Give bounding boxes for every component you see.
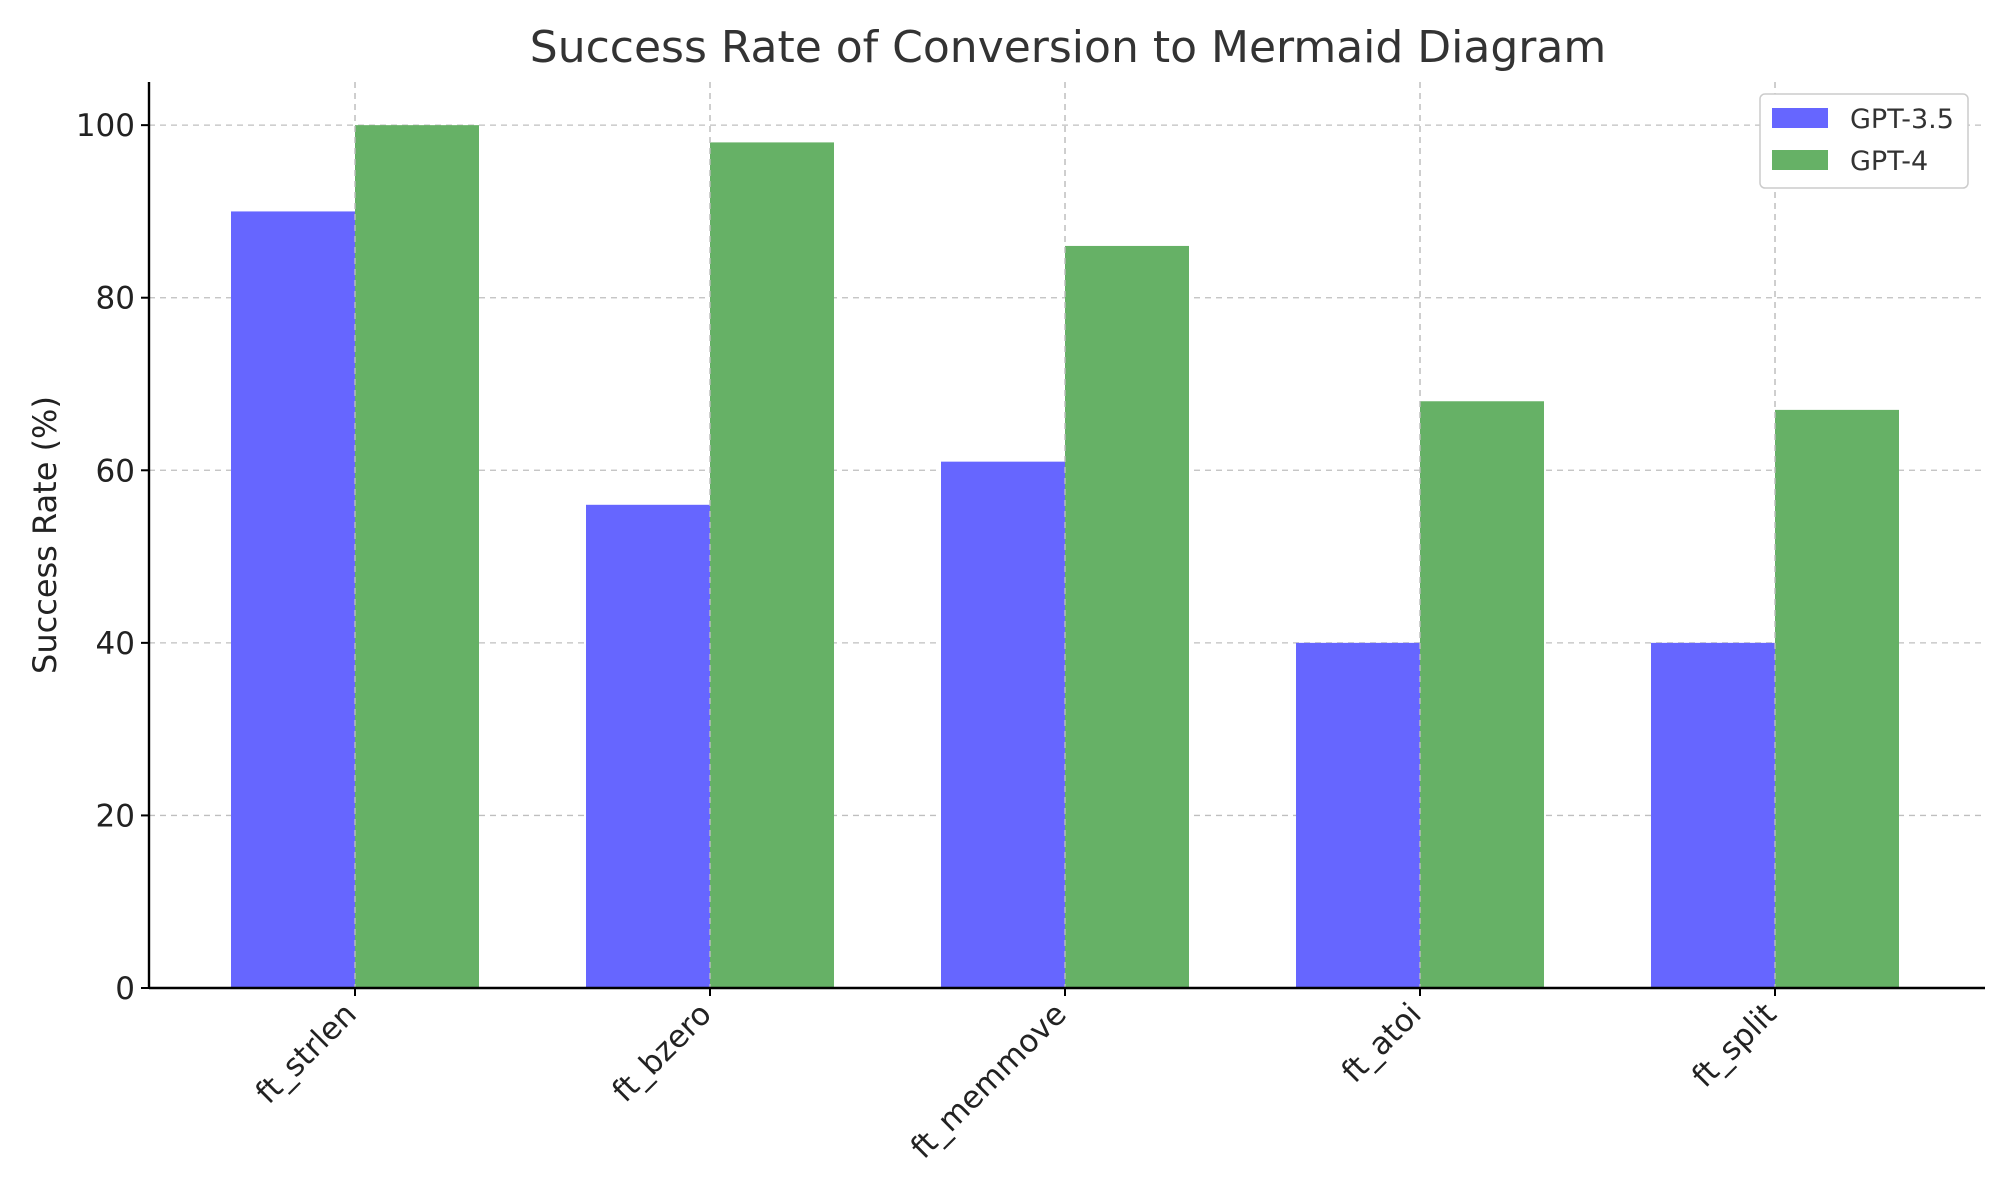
bar-gpt-3-5-ft-atoi xyxy=(1296,642,1420,988)
chart-title: Success Rate of Conversion to Mermaid Di… xyxy=(530,22,1606,73)
legend: GPT-3.5 GPT-4 xyxy=(1759,93,1969,189)
bar-gpt-3-5-ft-memmove xyxy=(941,461,1065,989)
bar-gpt-3-5-ft-strlen xyxy=(231,211,355,988)
bar-gpt-4-ft-bzero xyxy=(710,142,834,988)
bars xyxy=(231,82,1899,989)
legend-swatch-gpt-3-5 xyxy=(1772,108,1828,128)
y-tick-label: 80 xyxy=(96,281,135,317)
x-tick-label-ft-atoi: ft_atoi xyxy=(1335,996,1429,1090)
bar-gpt-4-ft-atoi xyxy=(1420,401,1544,988)
bar-gpt-4-ft-memmove xyxy=(1065,245,1189,988)
y-tick-label: 20 xyxy=(96,798,135,834)
bar-gpt-4-ft-strlen xyxy=(355,125,479,988)
x-tick-label-ft-split: ft_split xyxy=(1685,996,1783,1094)
legend-label-gpt-3-5: GPT-3.5 xyxy=(1850,104,1954,135)
legend-swatch-gpt-4 xyxy=(1772,150,1828,170)
legend-label-gpt-4: GPT-4 xyxy=(1850,146,1928,177)
y-tick-label: 0 xyxy=(115,971,135,1007)
bar-gpt-3-5-ft-split xyxy=(1651,642,1775,988)
y-axis-label: Success Rate (%) xyxy=(26,396,64,674)
bar-gpt-3-5-ft-bzero xyxy=(586,504,710,988)
x-tick-label-ft-strlen: ft_strlen xyxy=(249,996,364,1111)
bar-gpt-4-ft-split xyxy=(1775,409,1899,988)
y-tick-label: 40 xyxy=(96,626,135,662)
x-tick-label-ft-memmove: ft_memmove xyxy=(904,996,1074,1166)
axes xyxy=(147,82,1985,990)
x-tick-label-ft-bzero: ft_bzero xyxy=(605,996,718,1109)
y-tick-label: 60 xyxy=(96,453,135,489)
y-tick-label: 100 xyxy=(76,108,135,144)
